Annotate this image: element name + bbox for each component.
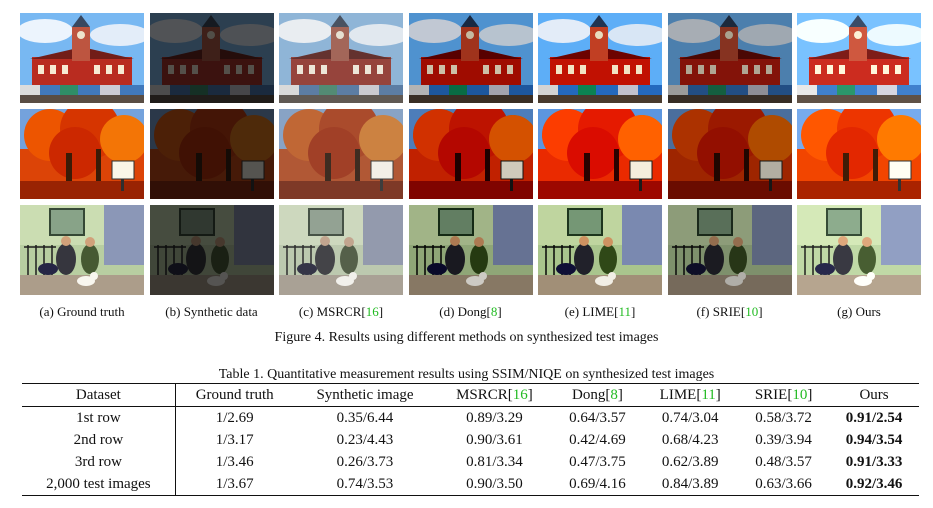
subfigure-label: (a) Ground truth xyxy=(39,304,125,319)
figure-grid xyxy=(20,13,921,298)
subfigure-label: (f) SRIE[10] xyxy=(696,304,763,319)
column-header: LIME[11] xyxy=(659,387,721,403)
column-header: SRIE[10] xyxy=(754,387,813,403)
column-header: Dong[8] xyxy=(571,387,623,403)
result-image-autumn-tree-scene xyxy=(149,109,274,199)
value-cell: 0.89/3.29 xyxy=(466,410,523,426)
subfigure-label: (e) LIME[11] xyxy=(564,304,636,319)
citation-ref[interactable]: 11 xyxy=(618,304,631,319)
subfigure-label: (b) Synthetic data xyxy=(165,304,258,319)
table-header-row: Dataset Ground truth Synthetic image MSRCR[… xyxy=(22,383,919,407)
table-caption: Table 1. Quantitative measurement result… xyxy=(218,367,715,382)
value-cell: 0.39/3.94 xyxy=(755,432,812,448)
citation-ref[interactable]: 8 xyxy=(610,387,618,403)
value-cell: 1/3.17 xyxy=(215,432,254,448)
value-cell: 1/2.69 xyxy=(215,410,254,426)
value-cell: 0.90/3.61 xyxy=(466,432,523,448)
dataset-cell: 2nd row xyxy=(22,429,176,451)
value-cell: 0.35/6.44 xyxy=(336,410,394,426)
result-image-street-dog-scene xyxy=(667,205,792,295)
subfigure-label: (c) MSRCR[16] xyxy=(298,304,384,319)
column-header: MSRCR[16] xyxy=(456,387,533,403)
value-cell: 1/3.46 xyxy=(215,454,254,470)
result-image-autumn-tree-scene xyxy=(408,109,533,199)
value-cell: 0.91/2.54 xyxy=(845,410,903,426)
results-table: Dataset Ground truth Synthetic image MSRCR[… xyxy=(22,383,919,496)
dataset-cell: 3rd row xyxy=(22,451,176,473)
value-cell: 0.69/4.16 xyxy=(569,476,626,492)
value-cell: 0.58/3.72 xyxy=(755,410,812,426)
value-cell: 0.63/3.66 xyxy=(755,476,812,492)
table-row: 2,000 test images 1/3.67 0.74/3.53 0.90/3.5… xyxy=(22,473,919,496)
result-image-street-dog-scene xyxy=(797,205,921,295)
column-header: Dataset xyxy=(22,383,176,407)
table-body: 1st row 1/2.69 0.35/6.44 0.89/3.29 0.64/3.57… xyxy=(22,406,919,496)
result-image-building-scene xyxy=(538,13,662,103)
value-cell: 0.91/3.33 xyxy=(845,454,903,470)
value-cell: 0.74/3.53 xyxy=(336,476,394,492)
result-image-autumn-tree-scene xyxy=(279,109,403,199)
value-cell: 0.48/3.57 xyxy=(755,454,812,470)
citation-ref[interactable]: 16 xyxy=(512,387,528,403)
value-cell: 0.26/3.73 xyxy=(336,454,394,470)
result-image-autumn-tree-scene xyxy=(20,109,144,199)
result-image-street-dog-scene xyxy=(279,205,403,295)
result-image-building-scene xyxy=(667,13,792,103)
value-cell: 0.81/3.34 xyxy=(466,454,523,470)
value-cell: 0.64/3.57 xyxy=(569,410,626,426)
citation-ref[interactable]: 10 xyxy=(745,304,759,319)
value-cell: 0.92/3.46 xyxy=(845,476,903,492)
figure-caption: Figure 4. Results using different method… xyxy=(274,330,659,345)
table-row: 1st row 1/2.69 0.35/6.44 0.89/3.29 0.64/3.57… xyxy=(22,406,919,429)
value-cell: 0.47/3.75 xyxy=(569,454,626,470)
subfigure-label: (d) Dong[8] xyxy=(439,304,502,319)
result-image-autumn-tree-scene xyxy=(797,109,921,199)
result-image-building-scene xyxy=(149,13,274,103)
result-image-street-dog-scene xyxy=(20,205,144,295)
citation-ref[interactable]: 10 xyxy=(792,387,808,403)
value-cell: 1/3.67 xyxy=(215,476,254,492)
dataset-cell: 1st row xyxy=(22,406,176,429)
result-image-building-scene xyxy=(20,13,144,103)
value-cell: 0.84/3.89 xyxy=(661,476,719,492)
result-image-building-scene xyxy=(408,13,533,103)
dataset-cell: 2,000 test images xyxy=(22,473,176,496)
column-header: Synthetic image xyxy=(316,387,414,403)
value-cell: 0.74/3.04 xyxy=(661,410,719,426)
value-cell: 0.42/4.69 xyxy=(569,432,626,448)
value-cell: 0.62/3.89 xyxy=(661,454,719,470)
value-cell: 0.23/4.43 xyxy=(336,432,394,448)
table-row: 3rd row 1/3.46 0.26/3.73 0.81/3.34 0.47/3.75… xyxy=(22,451,919,473)
result-image-autumn-tree-scene xyxy=(538,109,662,199)
table-row: 2nd row 1/3.17 0.23/4.43 0.90/3.61 0.42/4.69… xyxy=(22,429,919,451)
result-image-street-dog-scene xyxy=(538,205,662,295)
column-header: Ours xyxy=(859,387,889,403)
result-image-autumn-tree-scene xyxy=(667,109,792,199)
column-header: Ground truth xyxy=(195,387,274,403)
value-cell: 0.90/3.50 xyxy=(466,476,523,492)
value-cell: 0.94/3.54 xyxy=(845,432,903,448)
subfigure-label: (g) Ours xyxy=(837,304,881,319)
result-image-street-dog-scene xyxy=(408,205,533,295)
citation-ref[interactable]: 11 xyxy=(701,387,716,403)
citation-ref[interactable]: 8 xyxy=(490,304,498,319)
citation-ref[interactable]: 16 xyxy=(365,304,379,319)
result-image-building-scene xyxy=(797,13,921,103)
result-image-building-scene xyxy=(279,13,403,103)
result-image-street-dog-scene xyxy=(149,205,274,295)
value-cell: 0.68/4.23 xyxy=(661,432,719,448)
